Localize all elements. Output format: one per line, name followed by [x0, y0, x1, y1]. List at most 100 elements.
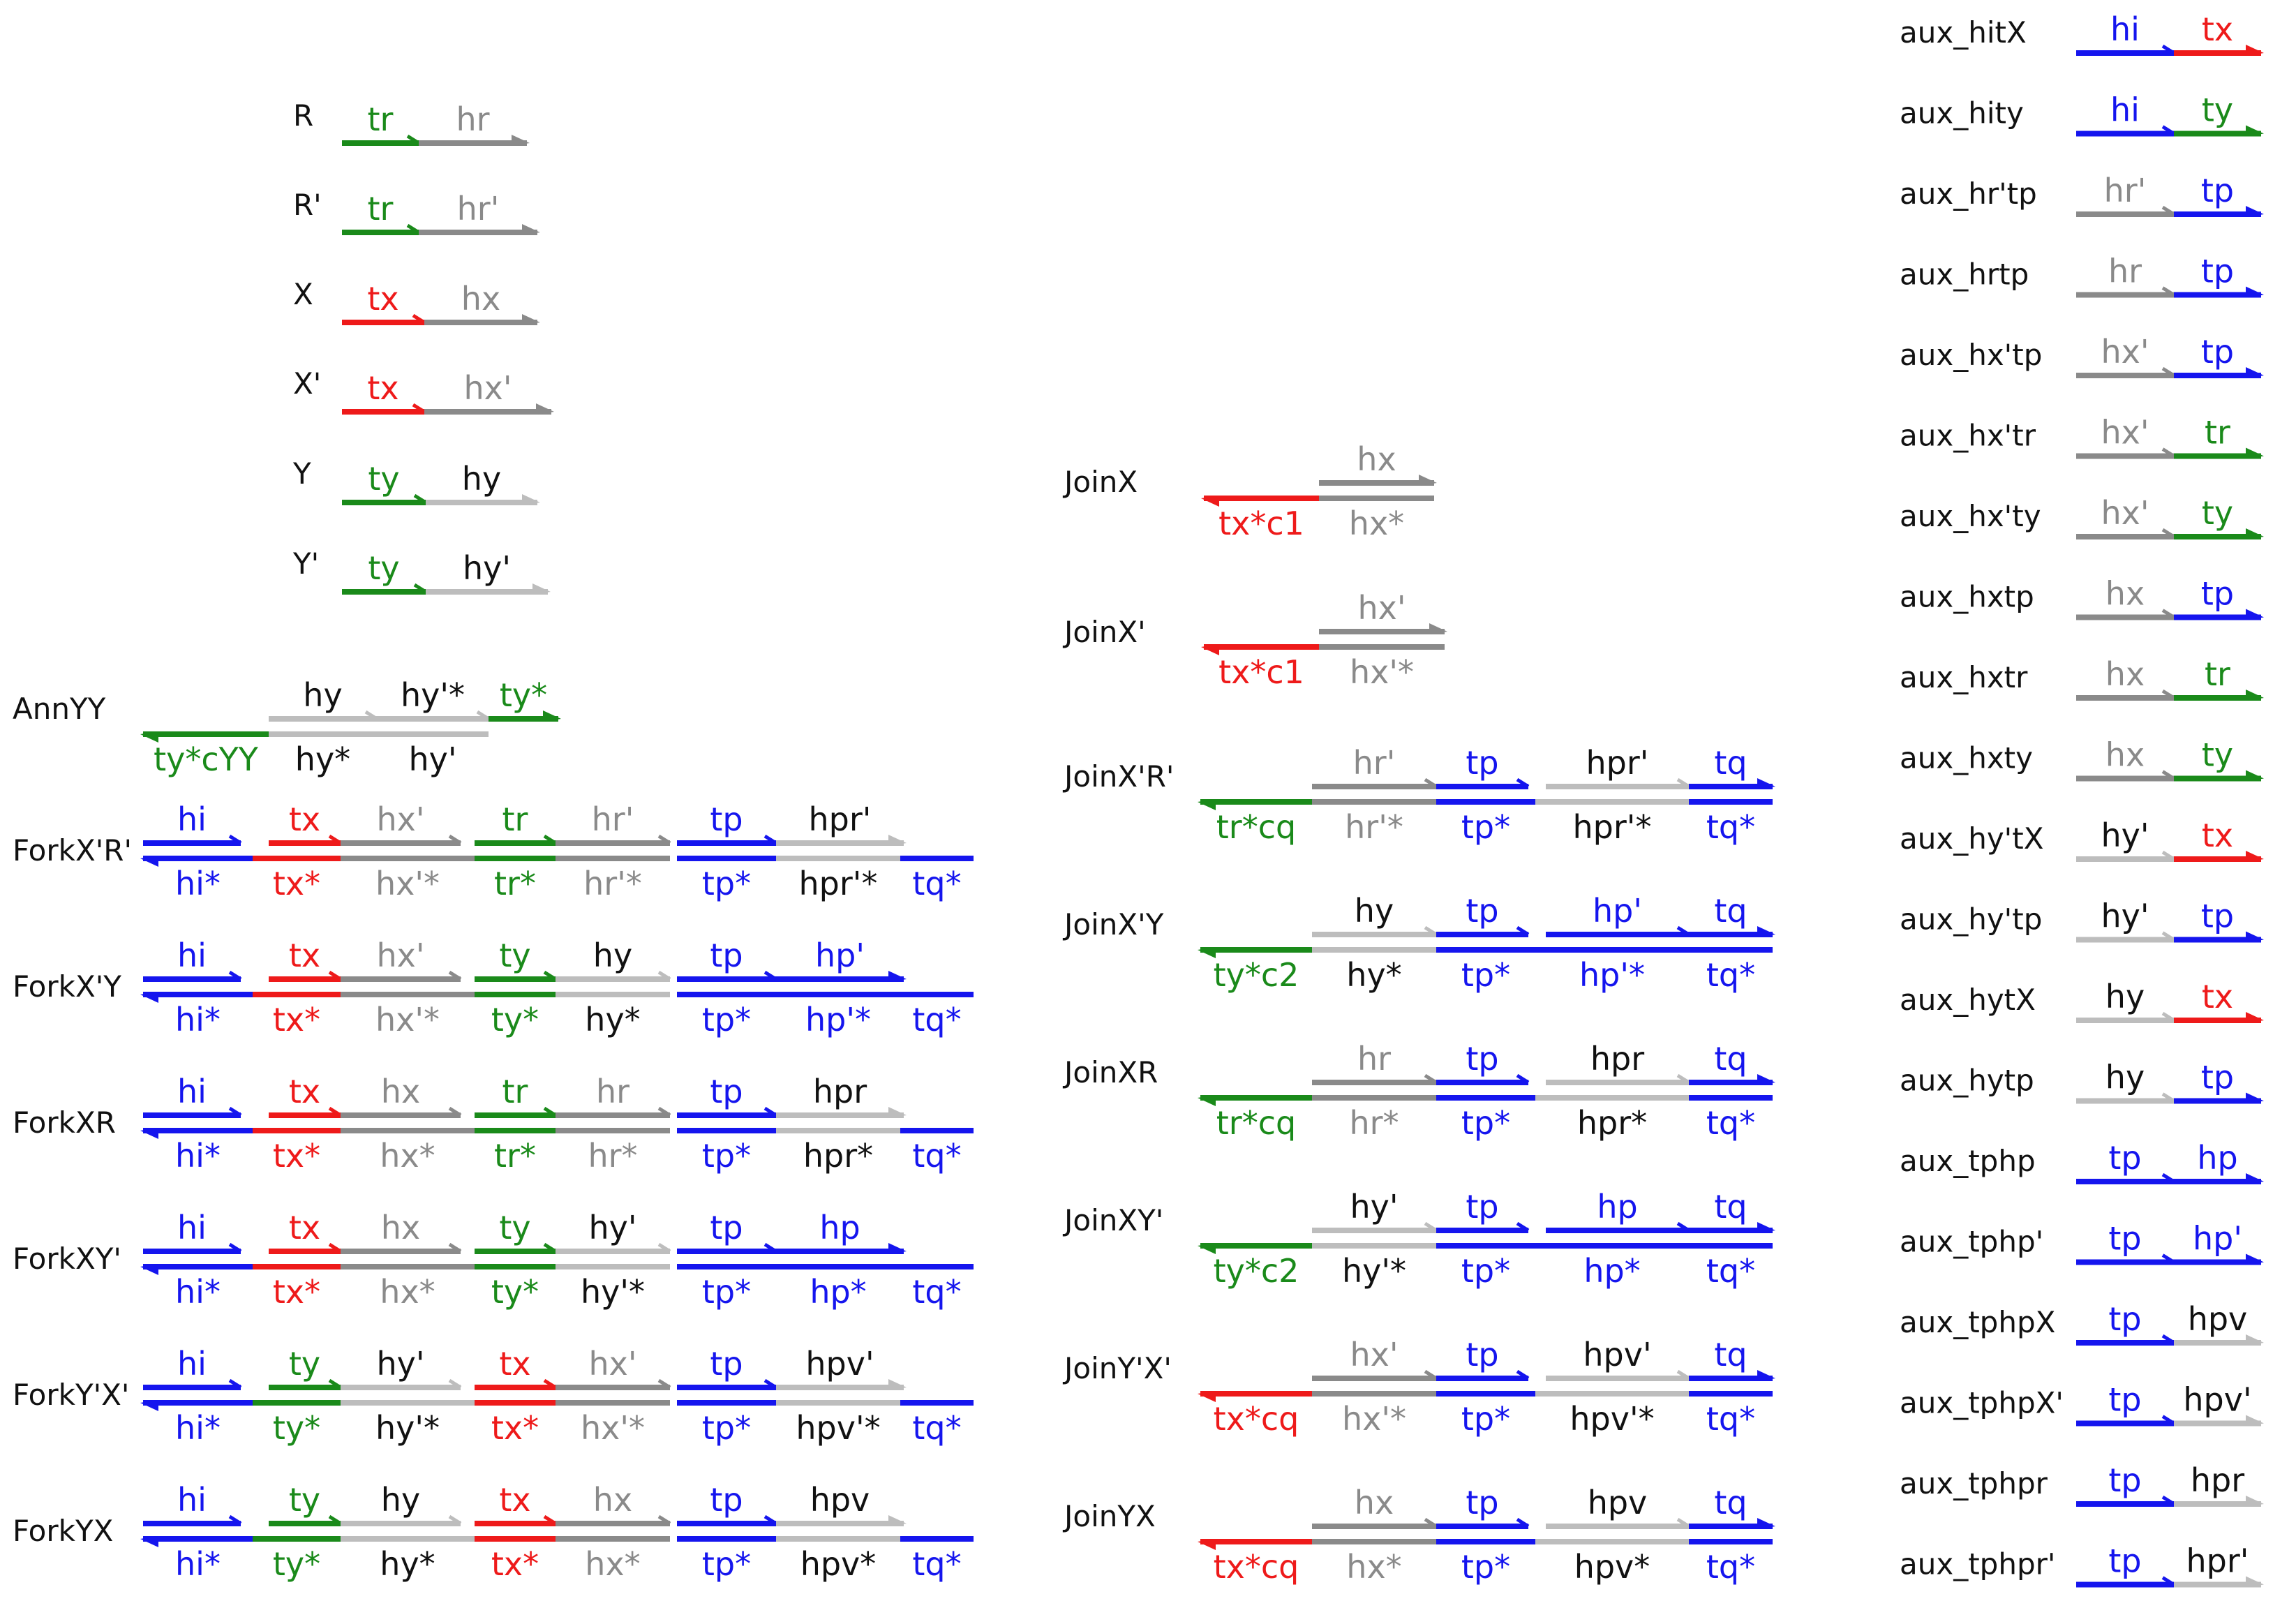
strand-label: JoinX'Y — [1062, 907, 1164, 941]
segment-tick — [2161, 205, 2175, 216]
segment-tick — [763, 834, 777, 845]
domain-label: tp* — [1461, 1400, 1510, 1438]
domain-label: ty*c2 — [1214, 956, 1299, 994]
domain-label: hy* — [380, 1545, 435, 1583]
domain-label: tp* — [1461, 1252, 1510, 1290]
segment-tick — [2161, 1576, 2175, 1586]
strand-arrow-head — [2246, 1173, 2264, 1184]
segment-tick — [1424, 1221, 1438, 1233]
domain-label: hy* — [585, 1001, 640, 1038]
strand-label: aux_hity — [1900, 96, 2024, 131]
segment-tick — [228, 1514, 242, 1526]
segment-tick — [228, 1378, 242, 1390]
segment-tick — [2161, 528, 2175, 539]
domain-label: tx*c1 — [1218, 505, 1304, 542]
segment-tick — [763, 970, 777, 981]
strand-arrow-head — [2246, 367, 2264, 378]
domain-label: tq* — [912, 865, 961, 902]
domain-label: hp — [819, 1209, 860, 1246]
strand-arrow-head — [2246, 528, 2264, 539]
strand-arrow-head — [1757, 1222, 1775, 1233]
domain-label: ty — [2202, 494, 2233, 532]
strand-label: R' — [293, 188, 322, 222]
segment-tick — [763, 1378, 777, 1390]
segment-tick — [543, 970, 557, 981]
strand-arrow-head — [140, 856, 158, 867]
domain-label: tx*c1 — [1218, 653, 1304, 691]
domain-label: tq — [1714, 1484, 1747, 1521]
strand-arrow-head — [1757, 778, 1775, 789]
strand-arrow-head — [888, 1379, 907, 1390]
domain-label: hx' — [1350, 1336, 1398, 1373]
domain-label: tr — [502, 800, 528, 838]
segment-tick — [228, 970, 242, 981]
segment-tick — [763, 1514, 777, 1526]
strand-label: aux_hx'tp — [1900, 338, 2042, 372]
domain-label: tp — [2201, 898, 2234, 935]
strand-label: aux_tphp — [1900, 1144, 2036, 1178]
domain-label: ty — [499, 1209, 530, 1246]
domain-label: hx'* — [1342, 1400, 1406, 1438]
segment-tick — [1424, 1369, 1438, 1380]
strand-label: ForkX'R' — [13, 833, 132, 867]
domain-label: hx'* — [581, 1409, 645, 1447]
domain-label: hi — [2110, 10, 2140, 48]
segment-tick — [1676, 1369, 1690, 1380]
domain-label: hy'* — [375, 1409, 440, 1447]
segment-tick — [1516, 1369, 1530, 1380]
strand-label: Y — [292, 456, 311, 491]
domain-label: tq* — [912, 1409, 961, 1447]
domain-label: tr*cq — [1216, 1104, 1296, 1142]
domain-label: hx'* — [375, 865, 440, 902]
domain-label: ty — [499, 937, 530, 974]
domain-label: tp* — [1461, 1548, 1510, 1586]
domain-label: hr'* — [583, 865, 642, 902]
domain-label: tp — [1466, 1484, 1498, 1521]
domain-label: hpv — [2188, 1300, 2248, 1338]
domain-label: tx — [2202, 817, 2233, 854]
segment-tick — [2161, 286, 2175, 297]
domain-label: tp* — [702, 1545, 751, 1583]
domain-label: hpr' — [2186, 1542, 2249, 1580]
strand-label: R — [293, 98, 313, 133]
domain-label: hp* — [810, 1273, 866, 1311]
strand-arrow-head — [2246, 1334, 2264, 1346]
domain-label: hx — [1357, 440, 1396, 478]
segment-tick — [364, 710, 378, 721]
domain-label: hx — [2105, 655, 2145, 693]
domain-label: hpr — [2191, 1461, 2244, 1499]
segment-tick — [1676, 1517, 1690, 1528]
strand-label: aux_hr'tp — [1900, 177, 2037, 211]
domain-label: tx — [499, 1481, 530, 1519]
domain-label: tq — [1714, 744, 1747, 782]
domain-label: tp — [710, 1481, 743, 1519]
domain-label: hpv — [810, 1481, 870, 1519]
domain-label: hx* — [380, 1137, 435, 1175]
domain-label: hy — [462, 460, 501, 498]
segment-tick — [1424, 1073, 1438, 1085]
domain-label: hy'* — [581, 1273, 645, 1311]
domain-label: hp'* — [1579, 956, 1645, 994]
segment-tick — [1424, 1517, 1438, 1528]
segment-tick — [328, 1242, 342, 1253]
domain-label: ty — [289, 1345, 320, 1383]
domain-label: tq* — [1706, 1252, 1755, 1290]
segment-tick — [228, 1106, 242, 1117]
domain-label: hpr' — [809, 800, 872, 838]
domain-label: hp' — [2193, 1220, 2242, 1258]
domain-label: ty*cYY — [154, 740, 259, 778]
domain-label: ty — [2202, 736, 2233, 774]
domain-label: tq — [1714, 1188, 1747, 1226]
domain-label: hy' — [408, 740, 456, 778]
domain-label: tx* — [491, 1545, 539, 1583]
domain-label: hx* — [585, 1545, 640, 1583]
segment-tick — [2161, 1092, 2175, 1103]
domain-label: tp* — [702, 1273, 751, 1311]
domain-label: hy' — [2101, 817, 2149, 854]
strand-arrow-head — [1198, 799, 1216, 810]
segment-tick — [1424, 777, 1438, 789]
domain-label: tr — [368, 100, 394, 138]
strand-arrow-head — [140, 1128, 158, 1139]
strand-label: X — [293, 277, 313, 311]
strand-label: JoinXY' — [1062, 1203, 1163, 1237]
